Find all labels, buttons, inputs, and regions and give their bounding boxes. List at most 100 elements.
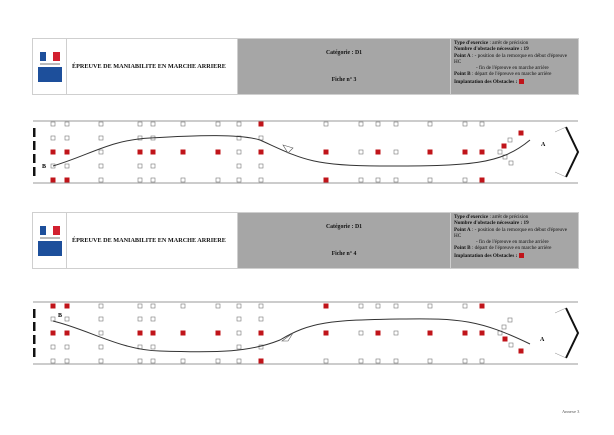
obstacle-spot <box>508 160 514 166</box>
obstacle-spot <box>98 358 104 364</box>
obstacle-placed <box>50 177 56 183</box>
point-a-marker: A <box>541 142 546 148</box>
obstacle-placed <box>479 330 485 336</box>
obstacle-spot <box>236 149 242 155</box>
obstacle-legend-icon <box>518 79 524 85</box>
obstacle-spot <box>137 121 143 127</box>
guide-line <box>554 171 567 178</box>
guide-line <box>554 352 567 359</box>
left-barrier <box>33 322 36 331</box>
obstacle-placed <box>462 330 468 336</box>
implantation-label: Implantation des Obstacles : <box>454 78 518 85</box>
obstacle-placed <box>150 149 156 155</box>
obstacle-spot <box>236 330 242 336</box>
obstacle-placed <box>180 149 186 155</box>
left-barrier <box>33 167 36 176</box>
obstacle-spot <box>137 303 143 309</box>
obstacle-placed <box>258 358 264 364</box>
obstacle-spot <box>236 316 242 322</box>
obstacle-placed <box>258 149 264 155</box>
obstacle-spot <box>64 135 70 141</box>
obstacle-spot <box>393 330 399 336</box>
obstacle-spot <box>479 358 485 364</box>
obstacle-placed <box>215 149 221 155</box>
sheet-header: ÉPREUVE DE MANIABILITE EN MARCHE ARRIERE… <box>32 212 579 269</box>
obstacle-spot <box>358 303 364 309</box>
obstacle-spot <box>479 121 485 127</box>
category-label: Catégorie : D1 <box>325 49 363 56</box>
obstacle-placed <box>323 330 329 336</box>
obstacle-spot <box>98 163 104 169</box>
obstacle-placed <box>50 149 56 155</box>
point-a-label: Point A <box>454 52 471 59</box>
obstacle-spot <box>180 303 186 309</box>
category-label: Catégorie : D1 <box>325 223 363 230</box>
left-barrier <box>33 154 36 163</box>
obstacle-placed <box>137 149 143 155</box>
obstacle-spot <box>393 177 399 183</box>
obstacle-spot <box>98 177 104 183</box>
point-a-value2: - fin de l'épreuve en marche arrière <box>476 239 549 246</box>
obstacle-placed <box>323 149 329 155</box>
obstacle-placed <box>323 177 329 183</box>
track-diagram: BA <box>33 301 580 365</box>
exercise-title: ÉPREUVE DE MANIABILITE EN MARCHE ARRIERE <box>67 213 238 268</box>
obstacle-spot <box>462 177 468 183</box>
obstacle-spot <box>150 358 156 364</box>
obstacle-spot <box>393 149 399 155</box>
left-barrier <box>33 141 36 150</box>
obstacle-spot <box>98 316 104 322</box>
obstacle-placed <box>518 348 524 354</box>
obstacle-spot <box>64 344 70 350</box>
point-b-value: : départ de l'épreuve en marche arrière <box>470 71 552 78</box>
obstacle-spot <box>375 358 381 364</box>
point-a-marker: A <box>540 337 545 343</box>
obstacle-placed <box>180 330 186 336</box>
obstacle-placed <box>137 330 143 336</box>
obstacle-spot <box>393 121 399 127</box>
annex-label: Annexe 3 <box>562 409 580 414</box>
obstacle-spot <box>50 358 56 364</box>
obstacle-placed <box>64 177 70 183</box>
trajectory-path <box>52 135 531 167</box>
obstacle-spot <box>150 163 156 169</box>
flag-icon <box>39 225 60 235</box>
obstacle-spot <box>393 303 399 309</box>
obstacle-spot <box>215 177 221 183</box>
obstacle-spot <box>215 121 221 127</box>
obstacle-placed <box>150 330 156 336</box>
obstacle-spot <box>258 163 264 169</box>
obstacle-spot <box>236 121 242 127</box>
track-diagram: BA <box>33 120 580 184</box>
obstacle-placed <box>479 149 485 155</box>
obstacle-placed <box>64 303 70 309</box>
obstacle-spot <box>215 303 221 309</box>
category-cell: Catégorie : D1 Fiche n° 3 <box>238 39 451 94</box>
obstacle-placed <box>64 330 70 336</box>
type-value: : arrêt de précision <box>488 214 529 220</box>
flag-icon <box>39 51 60 61</box>
direction-arrow-icon <box>282 144 294 154</box>
guide-line <box>554 126 567 133</box>
obstacle-spot <box>215 358 221 364</box>
implantation-label: Implantation des Obstacles : <box>454 252 518 259</box>
obstacle-spot <box>501 324 507 330</box>
obstacle-spot <box>98 330 104 336</box>
type-value: : arrêt de précision <box>488 40 529 46</box>
obstacle-placed <box>427 330 433 336</box>
point-b-marker: B <box>58 313 62 319</box>
point-b-label: Point B <box>454 245 471 252</box>
obstacle-placed <box>479 303 485 309</box>
obstacle-spot <box>236 358 242 364</box>
obstacle-placed <box>375 149 381 155</box>
type-label: Type d'exercice <box>454 40 489 46</box>
obstacle-count: Nombre d'obstacle nécessaire : 19 <box>454 220 529 227</box>
obstacle-spot <box>64 163 70 169</box>
obstacle-spot <box>358 177 364 183</box>
obstacle-placed <box>502 336 508 342</box>
fiche-number: Fiche n° 3 <box>331 77 357 84</box>
obstacle-spot <box>507 137 513 143</box>
trajectory-path <box>52 318 531 353</box>
obstacle-spot <box>236 344 242 350</box>
right-barrier <box>565 126 580 178</box>
